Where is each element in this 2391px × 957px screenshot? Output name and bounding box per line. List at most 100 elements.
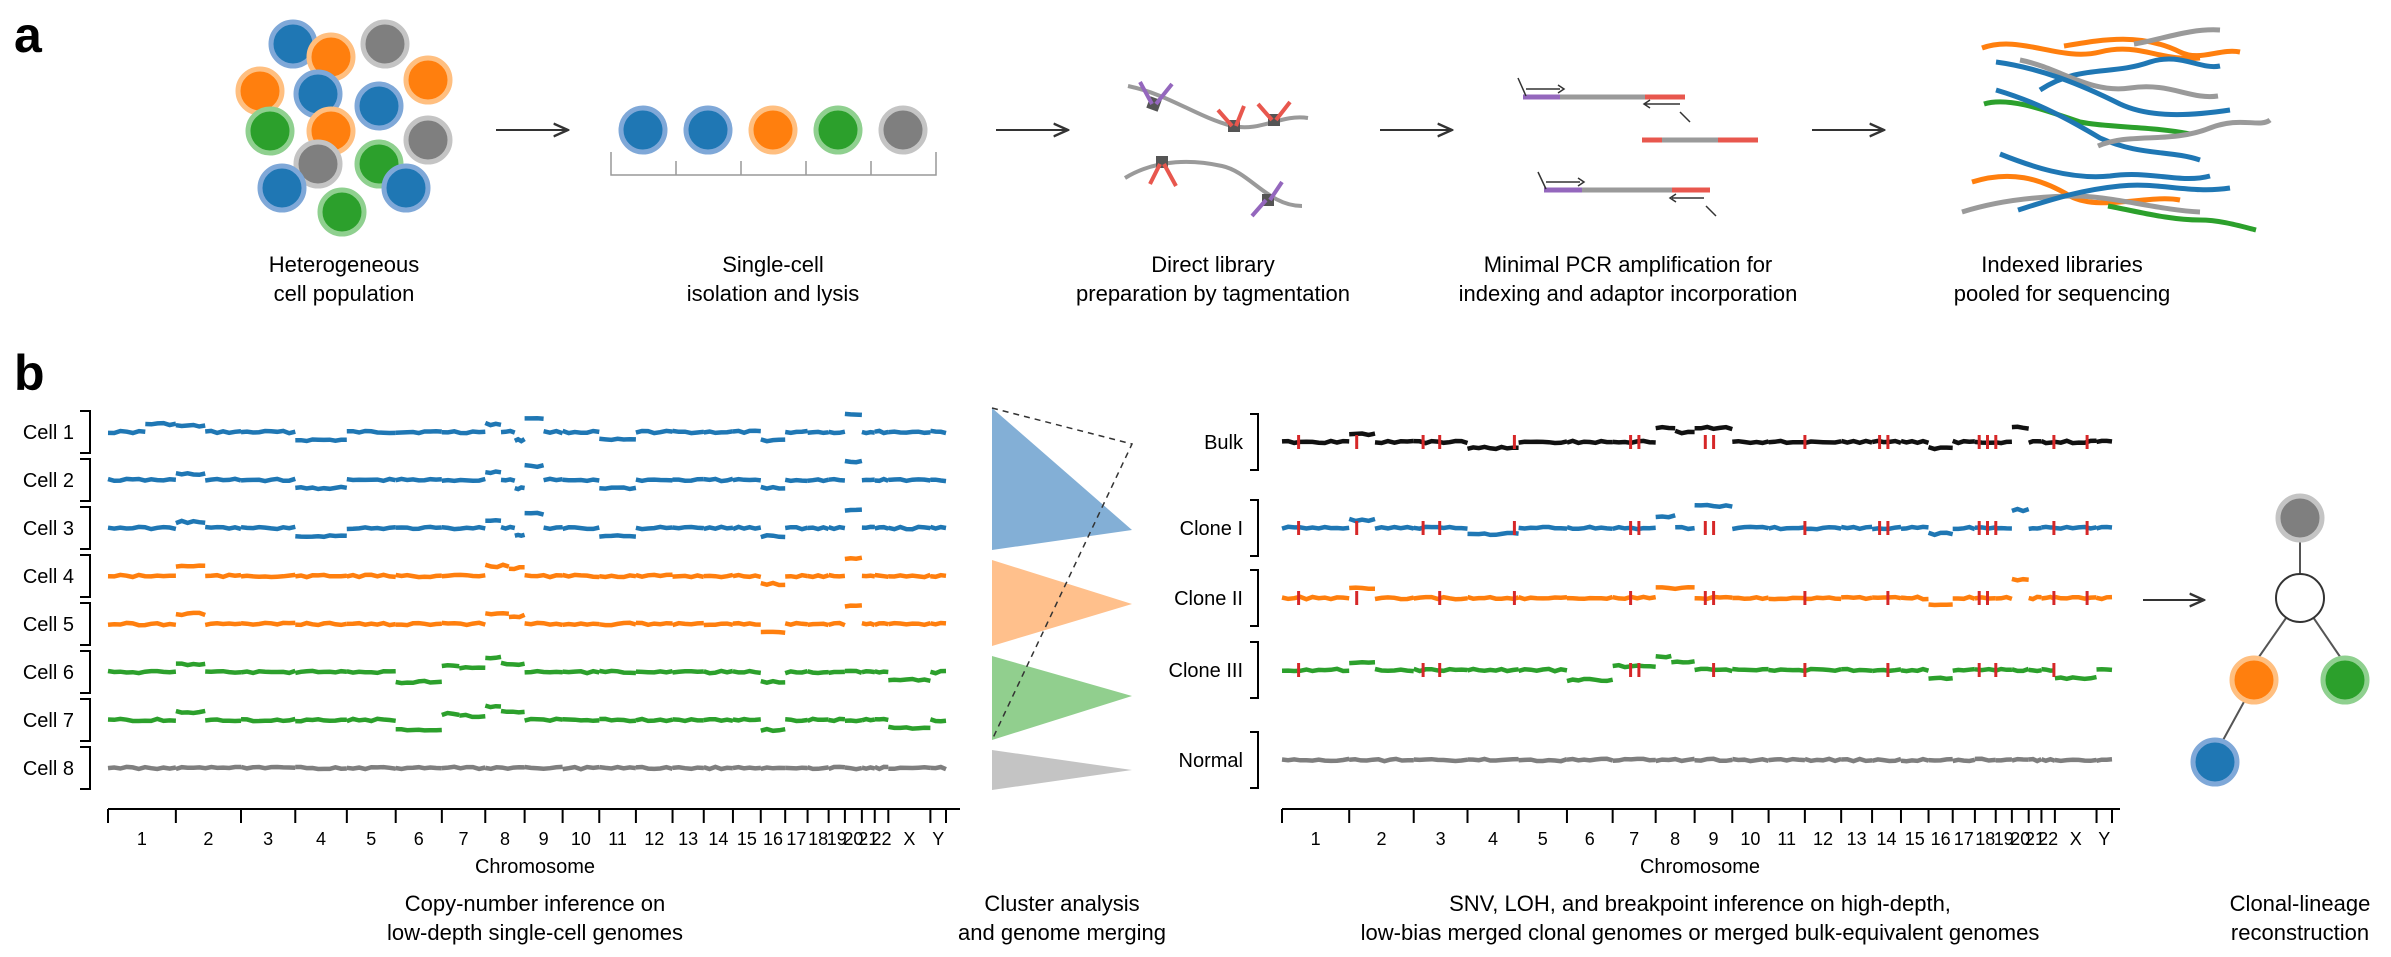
cell-profile-trace — [107, 603, 947, 635]
row-bracket — [1250, 641, 1259, 699]
clone-profile-trace — [1281, 653, 2113, 684]
cell-icon — [813, 105, 863, 155]
chromosome-tick-label: 21 — [2025, 829, 2045, 849]
chromosome-tick-label: 19 — [827, 829, 847, 849]
chromosome-tick-label: 2 — [1376, 829, 1386, 849]
step1-caption-line2: cell population — [274, 281, 415, 306]
chromosome-tick-label: 7 — [459, 829, 469, 849]
transposase-icon — [1138, 81, 1174, 112]
cluster-triangle — [992, 750, 1132, 790]
cluster-triangle — [992, 408, 1132, 550]
chromosome-tick-label: 21 — [858, 829, 878, 849]
step4-caption-line2: indexing and adaptor incorporation — [1459, 281, 1798, 306]
chromosome-tick-label: 13 — [1847, 829, 1867, 849]
clone-profile-trace — [1281, 502, 2113, 538]
chromosome-tick-label: 11 — [1777, 829, 1796, 849]
row-bracket — [1250, 569, 1259, 627]
cell-icon — [403, 55, 453, 105]
pooled-libraries-illustration — [1961, 27, 2272, 233]
cell-icon — [381, 163, 431, 213]
row-bracket — [80, 506, 91, 550]
chromosome-tick-label: 1 — [137, 829, 147, 849]
row-bracket — [80, 554, 91, 598]
transposase-icon — [1250, 180, 1284, 218]
chromosome-tick-label: 18 — [808, 829, 828, 849]
chromosome-tick-label: 18 — [1975, 829, 1995, 849]
cell-icon — [683, 105, 733, 155]
chromosome-tick-label: 14 — [708, 829, 728, 849]
chromosome-tick-label: 6 — [414, 829, 424, 849]
right-caption-line1: SNV, LOH, and breakpoint inference on hi… — [1449, 891, 1951, 916]
clone-profile-trace — [1281, 424, 2113, 452]
chromosome-tick-label: 6 — [1585, 829, 1595, 849]
chromosome-tick-label: 14 — [1877, 829, 1897, 849]
chromosome-tick-label: 1 — [1311, 829, 1321, 849]
chromosome-tick-label: 16 — [763, 829, 783, 849]
cell-label: Cell 5 — [23, 614, 74, 636]
chromosome-tick-label: 8 — [1670, 829, 1680, 849]
cell-label: Cell 4 — [23, 566, 74, 588]
panel-b-letter: b — [14, 345, 45, 401]
left-axis-label: Chromosome — [475, 856, 595, 878]
clone-labels: Bulk Clone I Clone II Clone III Normal — [1169, 413, 1259, 789]
chromosome-tick-label: 4 — [316, 829, 326, 849]
chromosome-tick-label: 11 — [608, 829, 627, 849]
cell-label: Cell 1 — [23, 422, 74, 444]
step4-caption-line1: Minimal PCR amplification for — [1484, 252, 1773, 277]
transposase-icon — [1216, 105, 1246, 132]
cell-icon — [293, 139, 343, 189]
chromosome-tick-label: 10 — [1740, 829, 1760, 849]
right-caption-line2: low-bias merged clonal genomes or merged… — [1361, 920, 2040, 945]
row-bracket — [80, 410, 91, 454]
cell-profile-trace — [107, 764, 947, 772]
chromosome-tick-label: 15 — [737, 829, 757, 849]
chromosome-tick-label: 10 — [571, 829, 591, 849]
chromosome-tick-label: 3 — [263, 829, 273, 849]
clone-label: Bulk — [1204, 432, 1244, 454]
chromosome-tick-label: 19 — [1994, 829, 2014, 849]
chromosome-tick-label: 17 — [786, 829, 806, 849]
row-bracket — [1250, 731, 1259, 789]
cell-profile-trace — [107, 654, 947, 686]
clone-iii-node-icon — [2320, 655, 2370, 705]
cell-icon — [354, 81, 404, 131]
step2-caption-line2: isolation and lysis — [687, 281, 859, 306]
cell-icon — [317, 187, 367, 237]
transposase-icon — [1148, 156, 1178, 187]
chromosome-tick-label: 12 — [1813, 829, 1833, 849]
cell-population-cluster — [235, 19, 453, 237]
normal-node-icon — [2275, 493, 2325, 543]
row-bracket — [80, 650, 91, 694]
cell-copy-number-profiles — [107, 411, 947, 772]
cell-profile-trace — [107, 411, 947, 444]
chromosome-tick-label: 13 — [678, 829, 698, 849]
row-bracket — [80, 698, 91, 742]
cell-icon — [360, 19, 410, 69]
step1-caption-line1: Heterogeneous — [269, 252, 419, 277]
clone-label: Normal — [1179, 750, 1243, 772]
cell-profile-trace — [107, 555, 947, 588]
cell-icon — [878, 105, 928, 155]
cell-label: Cell 6 — [23, 662, 74, 684]
chromosome-tick-label: Y — [2098, 829, 2110, 849]
chromosome-tick-label: Y — [932, 829, 944, 849]
chromosome-tick-label: X — [2070, 829, 2082, 849]
chromosome-tick-label: 16 — [1931, 829, 1951, 849]
step2-caption-line1: Single-cell — [722, 252, 824, 277]
cluster-merging-triangles — [991, 407, 1134, 790]
clone-label: Clone I — [1180, 518, 1243, 540]
cell-profile-trace — [107, 507, 947, 540]
clone-profile-trace — [1281, 576, 2113, 608]
left-caption-line2: low-depth single-cell genomes — [387, 920, 683, 945]
clone-copy-number-profiles — [1281, 424, 2113, 764]
middle-caption-line1: Cluster analysis — [984, 891, 1139, 916]
row-bracket — [80, 746, 91, 790]
chromosome-tick-label: 3 — [1436, 829, 1446, 849]
chromosome-tick-label: 5 — [1538, 829, 1548, 849]
row-bracket — [1250, 413, 1259, 471]
chromosome-tick-label: 12 — [644, 829, 664, 849]
